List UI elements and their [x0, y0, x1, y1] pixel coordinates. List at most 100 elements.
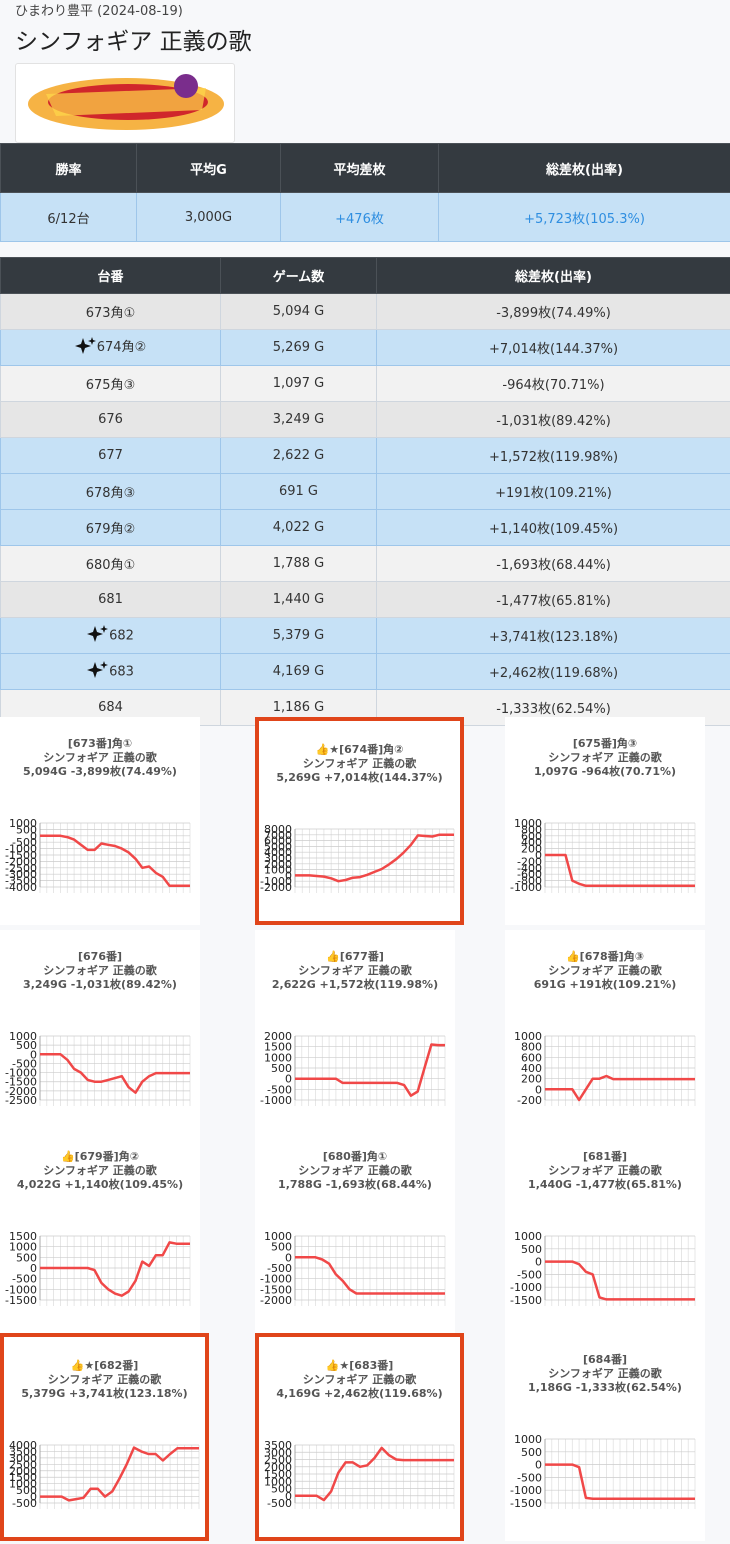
machine-cell: -964枚(70.71%) [376, 365, 730, 402]
y-tick-label: 8000 [264, 823, 292, 836]
line [40, 1053, 190, 1094]
y-tick-label: -1000 [510, 1484, 542, 1497]
chart-title: シンフォギア 正義の歌 [298, 963, 412, 977]
cell-text: 5,094 G [272, 304, 325, 319]
chart-title: 4,022G +1,140枚(109.45%) [17, 1177, 183, 1191]
y-tick-label: 1000 [514, 1433, 542, 1446]
y-tick-label: 500 [16, 1039, 37, 1052]
card-bg [255, 717, 464, 925]
y-tick-label: -1500 [5, 1076, 37, 1089]
y-tick-label: 5000 [264, 840, 292, 853]
y-tick-label: 500 [521, 1243, 542, 1256]
card-bg [505, 1130, 705, 1338]
machine-row: 674角② 5,269 G +7,014枚(144.37%) [0, 329, 730, 366]
machine-cell: -1,693枚(68.44%) [376, 545, 730, 582]
line [295, 1446, 454, 1502]
cell-text: 674角② [96, 340, 147, 356]
y-tick-label: 0 [285, 1073, 292, 1086]
chart-title: [676番] [78, 949, 122, 963]
y-tick-label: -2000 [260, 881, 292, 894]
y-tick-label: -1500 [5, 849, 37, 862]
header-cell: 勝率 [0, 143, 137, 193]
machine-cell: -1,477枚(65.81%) [376, 581, 730, 618]
y-tick-label: 0 [285, 869, 292, 882]
chart-title: 5,379G +3,741枚(123.18%) [21, 1386, 187, 1400]
y-tick-label: 3500 [264, 1439, 292, 1452]
machine-cell: +7,014枚(144.37%) [376, 329, 730, 366]
y-tick-label: -600 [517, 868, 542, 881]
value-cell: +476枚 [280, 192, 439, 242]
chart-title: シンフォギア 正義の歌 [43, 1163, 157, 1177]
cell-text: 678角③ [85, 486, 136, 501]
line [295, 1043, 445, 1097]
line [545, 1074, 695, 1102]
y-tick-label: 7000 [264, 829, 292, 842]
sparkle [74, 336, 96, 354]
chart-title: 5,269G +7,014枚(144.37%) [276, 770, 442, 784]
sparkle-icon [87, 624, 109, 647]
card-bg [505, 930, 705, 1138]
machine-row: 676 3,249 G -1,031枚(89.42%) [0, 401, 730, 438]
y-tick-label: -4000 [5, 881, 37, 894]
y-tick-label: -500 [517, 1471, 542, 1484]
machine-cell: +191枚(109.21%) [376, 473, 730, 510]
y-tick-label: 0 [535, 849, 542, 862]
y-tick-label: 800 [521, 823, 542, 836]
y-tick-label: 0 [30, 1491, 37, 1504]
machine-cell: +3,741枚(123.18%) [376, 617, 730, 654]
cell-text: 1,788 G [272, 556, 325, 571]
chart-title: 4,169G +2,462枚(119.68%) [276, 1386, 442, 1400]
y-tick-label: 500 [271, 1241, 292, 1254]
y-tick-label: 2000 [264, 858, 292, 871]
machine-cell: 4,169 G [220, 653, 377, 690]
card-bg [0, 930, 200, 1138]
cell-text: 675角③ [85, 378, 136, 393]
y-tick-label: -1000 [5, 1283, 37, 1296]
y-tick-label: -500 [12, 1273, 37, 1286]
cell-text: 1,440 G [272, 592, 325, 607]
machine-cell: -1,031枚(89.42%) [376, 401, 730, 438]
cell-text: -1,333枚(62.54%) [496, 702, 611, 717]
y-tick-label: -1000 [260, 875, 292, 888]
cell-text: 4,169 G [272, 664, 325, 679]
chart-title: [680番]角① [323, 1149, 387, 1163]
y-tick-label: -1500 [510, 1294, 542, 1307]
y-tick-label: -2500 [5, 862, 37, 875]
machine-cell: 682 [0, 617, 221, 654]
machine-cell: 683 [0, 653, 221, 690]
y-tick-label: -500 [12, 1057, 37, 1070]
y-tick-label: 1000 [9, 1030, 37, 1043]
card-highlight [0, 1333, 209, 1541]
y-tick-label: -1000 [5, 1067, 37, 1080]
cell-text: 2,622 G [272, 448, 325, 463]
machine-cell: 5,379 G [220, 617, 377, 654]
machine-cell: 676 [0, 401, 221, 438]
y-tick-label: -3000 [5, 868, 37, 881]
y-tick-label: -500 [517, 1268, 542, 1281]
cell-text: 682 [109, 628, 134, 643]
y-tick-label: 2000 [264, 1461, 292, 1474]
cell-text: 1,097 G [272, 376, 325, 391]
y-tick-label: -200 [517, 1094, 542, 1107]
logo [15, 63, 235, 143]
chart-title: 1,788G -1,693枚(68.44%) [278, 1177, 432, 1191]
machine-cell: 674角② [0, 329, 221, 366]
cell-text: +3,741枚(123.18%) [488, 630, 619, 645]
machine-cell: 678角③ [0, 473, 221, 510]
y-tick-label: -1000 [510, 881, 542, 894]
machine-cell: 1,788 G [220, 545, 377, 582]
machine-cell: -3,899枚(74.49%) [376, 293, 730, 330]
y-tick-label: 1000 [514, 1030, 542, 1043]
machine-cell: 675角③ [0, 365, 221, 402]
cell-text: 681 [98, 592, 123, 607]
y-tick-label: 1500 [264, 1468, 292, 1481]
cell-text: 5,379 G [272, 628, 325, 643]
y-tick-label: -500 [12, 836, 37, 849]
line [40, 834, 190, 887]
y-tick-label: -500 [267, 1497, 292, 1510]
